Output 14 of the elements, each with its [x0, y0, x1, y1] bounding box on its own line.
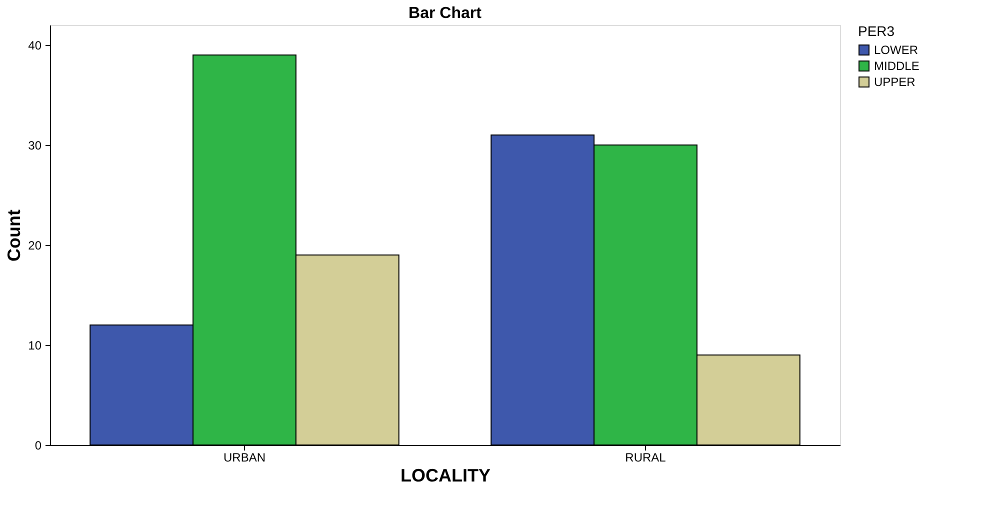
y-tick-label: 30	[28, 138, 42, 152]
legend-label: MIDDLE	[874, 59, 920, 73]
x-tick-label: RURAL	[625, 450, 666, 464]
legend-title: PER3	[858, 23, 895, 39]
y-tick-label: 10	[28, 338, 42, 352]
y-tick-label: 40	[28, 38, 42, 52]
x-axis-title: LOCALITY	[400, 466, 490, 486]
y-tick-label: 20	[28, 238, 42, 252]
x-tick-label: URBAN	[223, 450, 266, 464]
chart-title: Bar Chart	[408, 5, 482, 22]
legend-label: LOWER	[874, 43, 918, 57]
y-axis-title: Count	[4, 210, 24, 262]
y-tick-label: 0	[34, 438, 42, 452]
legend-label: UPPER	[874, 75, 916, 89]
